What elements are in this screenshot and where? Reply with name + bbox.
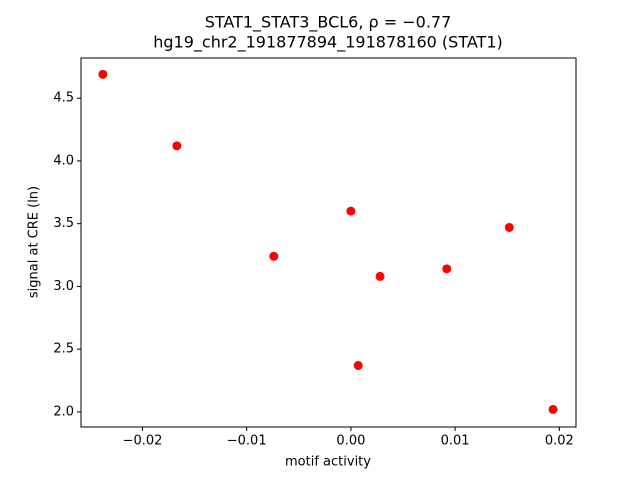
x-tick-label: 0.01 [441, 434, 470, 449]
point [504, 222, 514, 232]
point [346, 206, 356, 216]
plot-frame [80, 57, 577, 428]
y-tick-label: 2.0 [53, 404, 74, 419]
y-axis-label: signal at CRE (ln) [27, 186, 42, 298]
x-tick-label: −0.01 [227, 434, 267, 449]
point [548, 404, 558, 414]
chart-title: STAT1_STAT3_BCL6, ρ = −0.77 [205, 13, 452, 33]
x-axis-label: motif activity [285, 455, 371, 470]
point [353, 361, 363, 370]
y-tick-label: 2.5 [53, 342, 74, 357]
chart-subtitle: hg19_chr2_191877894_191878160 (STAT1) [153, 33, 503, 53]
point [442, 264, 452, 274]
y-tick-label: 3.5 [53, 216, 74, 231]
point [172, 141, 182, 151]
point [269, 251, 279, 261]
point [375, 271, 385, 281]
y-tick-label: 3.0 [53, 279, 74, 294]
point [98, 69, 108, 79]
x-tick-label: 0.00 [336, 434, 365, 449]
y-tick-label: 4.5 [53, 91, 74, 106]
x-tick-label: 0.02 [545, 434, 574, 449]
y-tick-label: 4.0 [53, 153, 74, 168]
x-tick-label: −0.02 [123, 434, 163, 449]
